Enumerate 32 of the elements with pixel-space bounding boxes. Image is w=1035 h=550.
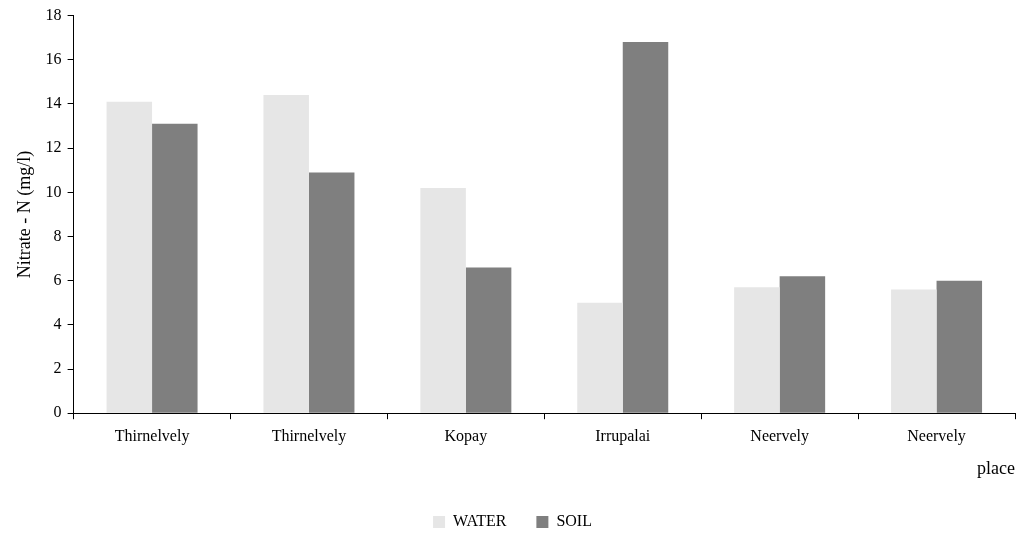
x-axis-title: place bbox=[977, 457, 1016, 478]
x-tick-label: Thirnelvely bbox=[114, 427, 190, 445]
x-tick-label: Neervely bbox=[750, 427, 809, 445]
y-tick-label: 14 bbox=[45, 94, 62, 112]
y-tick-label: 2 bbox=[53, 359, 62, 377]
bar bbox=[152, 123, 198, 413]
bar bbox=[891, 289, 937, 413]
bar bbox=[420, 187, 466, 413]
bar bbox=[106, 101, 153, 413]
bar bbox=[622, 42, 669, 413]
y-tick-label: 16 bbox=[45, 49, 62, 67]
bar bbox=[734, 287, 780, 413]
y-tick-label: 18 bbox=[45, 5, 62, 23]
y-tick-label: 10 bbox=[45, 182, 62, 200]
legend-label: SOIL bbox=[556, 512, 592, 530]
x-tick-label: Kopay bbox=[444, 427, 488, 445]
y-tick-label: 8 bbox=[53, 226, 62, 244]
bar bbox=[308, 172, 355, 413]
x-tick-label: Neervely bbox=[907, 427, 966, 445]
y-tick-label: 6 bbox=[53, 270, 62, 288]
y-tick-label: 4 bbox=[53, 315, 62, 333]
y-axis-title: Nitrate - N (mg/l) bbox=[13, 150, 35, 279]
x-tick-label: Thirnelvely bbox=[271, 427, 347, 445]
y-tick-label: 0 bbox=[53, 403, 62, 421]
bar bbox=[465, 267, 512, 413]
bar bbox=[936, 280, 983, 413]
bar bbox=[779, 276, 826, 413]
legend-label: WATER bbox=[453, 512, 507, 530]
bar bbox=[577, 302, 623, 413]
x-tick-label: Irrupalai bbox=[595, 427, 651, 445]
y-tick-label: 12 bbox=[45, 138, 62, 156]
bar bbox=[263, 95, 309, 413]
